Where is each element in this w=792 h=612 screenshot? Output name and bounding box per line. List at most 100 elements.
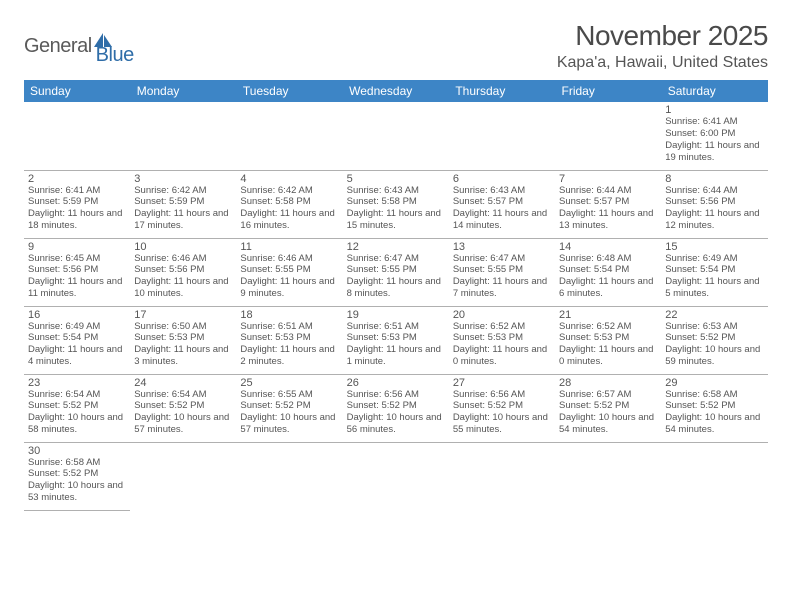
calendar-cell: 15Sunrise: 6:49 AMSunset: 5:54 PMDayligh… bbox=[661, 238, 767, 306]
calendar-row: 1Sunrise: 6:41 AMSunset: 6:00 PMDaylight… bbox=[24, 102, 768, 170]
month-title: November 2025 bbox=[557, 20, 768, 52]
calendar-cell-empty bbox=[661, 442, 767, 510]
day-number: 5 bbox=[347, 173, 445, 185]
calendar-body: 1Sunrise: 6:41 AMSunset: 6:00 PMDaylight… bbox=[24, 102, 768, 510]
day-number: 9 bbox=[28, 241, 126, 253]
day-info: Sunrise: 6:51 AMSunset: 5:53 PMDaylight:… bbox=[347, 321, 445, 369]
calendar-cell-empty bbox=[343, 102, 449, 170]
calendar-cell: 4Sunrise: 6:42 AMSunset: 5:58 PMDaylight… bbox=[236, 170, 342, 238]
calendar-cell: 20Sunrise: 6:52 AMSunset: 5:53 PMDayligh… bbox=[449, 306, 555, 374]
day-info: Sunrise: 6:43 AMSunset: 5:57 PMDaylight:… bbox=[453, 185, 551, 233]
calendar-cell: 10Sunrise: 6:46 AMSunset: 5:56 PMDayligh… bbox=[130, 238, 236, 306]
day-number: 12 bbox=[347, 241, 445, 253]
day-number: 15 bbox=[665, 241, 763, 253]
day-info: Sunrise: 6:43 AMSunset: 5:58 PMDaylight:… bbox=[347, 185, 445, 233]
day-number: 28 bbox=[559, 377, 657, 389]
day-info: Sunrise: 6:49 AMSunset: 5:54 PMDaylight:… bbox=[665, 253, 763, 301]
dayname-header: Tuesday bbox=[236, 80, 342, 102]
day-number: 16 bbox=[28, 309, 126, 321]
day-info: Sunrise: 6:46 AMSunset: 5:55 PMDaylight:… bbox=[240, 253, 338, 301]
calendar-row: 30Sunrise: 6:58 AMSunset: 5:52 PMDayligh… bbox=[24, 442, 768, 510]
calendar-cell: 22Sunrise: 6:53 AMSunset: 5:52 PMDayligh… bbox=[661, 306, 767, 374]
calendar-cell-empty bbox=[343, 442, 449, 510]
dayname-header: Friday bbox=[555, 80, 661, 102]
calendar-cell-empty bbox=[555, 442, 661, 510]
location-subtitle: Kapa'a, Hawaii, United States bbox=[557, 54, 768, 72]
day-info: Sunrise: 6:44 AMSunset: 5:56 PMDaylight:… bbox=[665, 185, 763, 233]
day-number: 26 bbox=[347, 377, 445, 389]
day-number: 3 bbox=[134, 173, 232, 185]
day-info: Sunrise: 6:46 AMSunset: 5:56 PMDaylight:… bbox=[134, 253, 232, 301]
day-info: Sunrise: 6:54 AMSunset: 5:52 PMDaylight:… bbox=[28, 389, 126, 437]
calendar-cell: 2Sunrise: 6:41 AMSunset: 5:59 PMDaylight… bbox=[24, 170, 130, 238]
day-info: Sunrise: 6:45 AMSunset: 5:56 PMDaylight:… bbox=[28, 253, 126, 301]
day-info: Sunrise: 6:41 AMSunset: 6:00 PMDaylight:… bbox=[665, 116, 763, 164]
calendar-row: 9Sunrise: 6:45 AMSunset: 5:56 PMDaylight… bbox=[24, 238, 768, 306]
calendar-cell: 18Sunrise: 6:51 AMSunset: 5:53 PMDayligh… bbox=[236, 306, 342, 374]
day-info: Sunrise: 6:51 AMSunset: 5:53 PMDaylight:… bbox=[240, 321, 338, 369]
day-info: Sunrise: 6:53 AMSunset: 5:52 PMDaylight:… bbox=[665, 321, 763, 369]
calendar-cell: 9Sunrise: 6:45 AMSunset: 5:56 PMDaylight… bbox=[24, 238, 130, 306]
calendar-cell: 1Sunrise: 6:41 AMSunset: 6:00 PMDaylight… bbox=[661, 102, 767, 170]
day-info: Sunrise: 6:58 AMSunset: 5:52 PMDaylight:… bbox=[28, 457, 126, 505]
calendar-cell: 12Sunrise: 6:47 AMSunset: 5:55 PMDayligh… bbox=[343, 238, 449, 306]
day-number: 30 bbox=[28, 445, 126, 457]
day-info: Sunrise: 6:49 AMSunset: 5:54 PMDaylight:… bbox=[28, 321, 126, 369]
day-number: 29 bbox=[665, 377, 763, 389]
brand-logo: General Blue bbox=[24, 26, 134, 67]
calendar-cell: 11Sunrise: 6:46 AMSunset: 5:55 PMDayligh… bbox=[236, 238, 342, 306]
calendar-cell: 7Sunrise: 6:44 AMSunset: 5:57 PMDaylight… bbox=[555, 170, 661, 238]
calendar-cell: 14Sunrise: 6:48 AMSunset: 5:54 PMDayligh… bbox=[555, 238, 661, 306]
day-number: 23 bbox=[28, 377, 126, 389]
day-number: 2 bbox=[28, 173, 126, 185]
day-number: 27 bbox=[453, 377, 551, 389]
day-info: Sunrise: 6:41 AMSunset: 5:59 PMDaylight:… bbox=[28, 185, 126, 233]
day-info: Sunrise: 6:57 AMSunset: 5:52 PMDaylight:… bbox=[559, 389, 657, 437]
calendar-cell: 3Sunrise: 6:42 AMSunset: 5:59 PMDaylight… bbox=[130, 170, 236, 238]
calendar-cell-empty bbox=[130, 442, 236, 510]
day-number: 10 bbox=[134, 241, 232, 253]
calendar-cell: 5Sunrise: 6:43 AMSunset: 5:58 PMDaylight… bbox=[343, 170, 449, 238]
day-number: 11 bbox=[240, 241, 338, 253]
calendar-cell: 19Sunrise: 6:51 AMSunset: 5:53 PMDayligh… bbox=[343, 306, 449, 374]
calendar-cell: 17Sunrise: 6:50 AMSunset: 5:53 PMDayligh… bbox=[130, 306, 236, 374]
calendar-header-row: SundayMondayTuesdayWednesdayThursdayFrid… bbox=[24, 80, 768, 102]
calendar-cell: 30Sunrise: 6:58 AMSunset: 5:52 PMDayligh… bbox=[24, 442, 130, 510]
page-header: General Blue November 2025 Kapa'a, Hawai… bbox=[24, 20, 768, 72]
day-info: Sunrise: 6:50 AMSunset: 5:53 PMDaylight:… bbox=[134, 321, 232, 369]
day-info: Sunrise: 6:55 AMSunset: 5:52 PMDaylight:… bbox=[240, 389, 338, 437]
calendar-row: 23Sunrise: 6:54 AMSunset: 5:52 PMDayligh… bbox=[24, 374, 768, 442]
calendar-cell: 29Sunrise: 6:58 AMSunset: 5:52 PMDayligh… bbox=[661, 374, 767, 442]
calendar-cell: 24Sunrise: 6:54 AMSunset: 5:52 PMDayligh… bbox=[130, 374, 236, 442]
calendar-cell: 13Sunrise: 6:47 AMSunset: 5:55 PMDayligh… bbox=[449, 238, 555, 306]
day-number: 17 bbox=[134, 309, 232, 321]
day-number: 13 bbox=[453, 241, 551, 253]
calendar-row: 2Sunrise: 6:41 AMSunset: 5:59 PMDaylight… bbox=[24, 170, 768, 238]
calendar-cell: 8Sunrise: 6:44 AMSunset: 5:56 PMDaylight… bbox=[661, 170, 767, 238]
day-info: Sunrise: 6:56 AMSunset: 5:52 PMDaylight:… bbox=[347, 389, 445, 437]
day-info: Sunrise: 6:52 AMSunset: 5:53 PMDaylight:… bbox=[453, 321, 551, 369]
calendar-cell-empty bbox=[236, 442, 342, 510]
calendar-cell-empty bbox=[130, 102, 236, 170]
dayname-header: Monday bbox=[130, 80, 236, 102]
calendar-cell-empty bbox=[449, 102, 555, 170]
day-number: 1 bbox=[665, 104, 763, 116]
day-number: 19 bbox=[347, 309, 445, 321]
day-number: 18 bbox=[240, 309, 338, 321]
logo-text-blue: Blue bbox=[96, 44, 134, 67]
calendar-row: 16Sunrise: 6:49 AMSunset: 5:54 PMDayligh… bbox=[24, 306, 768, 374]
day-info: Sunrise: 6:47 AMSunset: 5:55 PMDaylight:… bbox=[453, 253, 551, 301]
day-number: 25 bbox=[240, 377, 338, 389]
dayname-header: Saturday bbox=[661, 80, 767, 102]
day-number: 22 bbox=[665, 309, 763, 321]
day-number: 4 bbox=[240, 173, 338, 185]
day-info: Sunrise: 6:54 AMSunset: 5:52 PMDaylight:… bbox=[134, 389, 232, 437]
calendar-cell: 21Sunrise: 6:52 AMSunset: 5:53 PMDayligh… bbox=[555, 306, 661, 374]
calendar-cell-empty bbox=[449, 442, 555, 510]
calendar-cell-empty bbox=[555, 102, 661, 170]
day-info: Sunrise: 6:58 AMSunset: 5:52 PMDaylight:… bbox=[665, 389, 763, 437]
day-number: 21 bbox=[559, 309, 657, 321]
logo-text-general: General bbox=[24, 35, 92, 58]
day-info: Sunrise: 6:56 AMSunset: 5:52 PMDaylight:… bbox=[453, 389, 551, 437]
day-number: 6 bbox=[453, 173, 551, 185]
